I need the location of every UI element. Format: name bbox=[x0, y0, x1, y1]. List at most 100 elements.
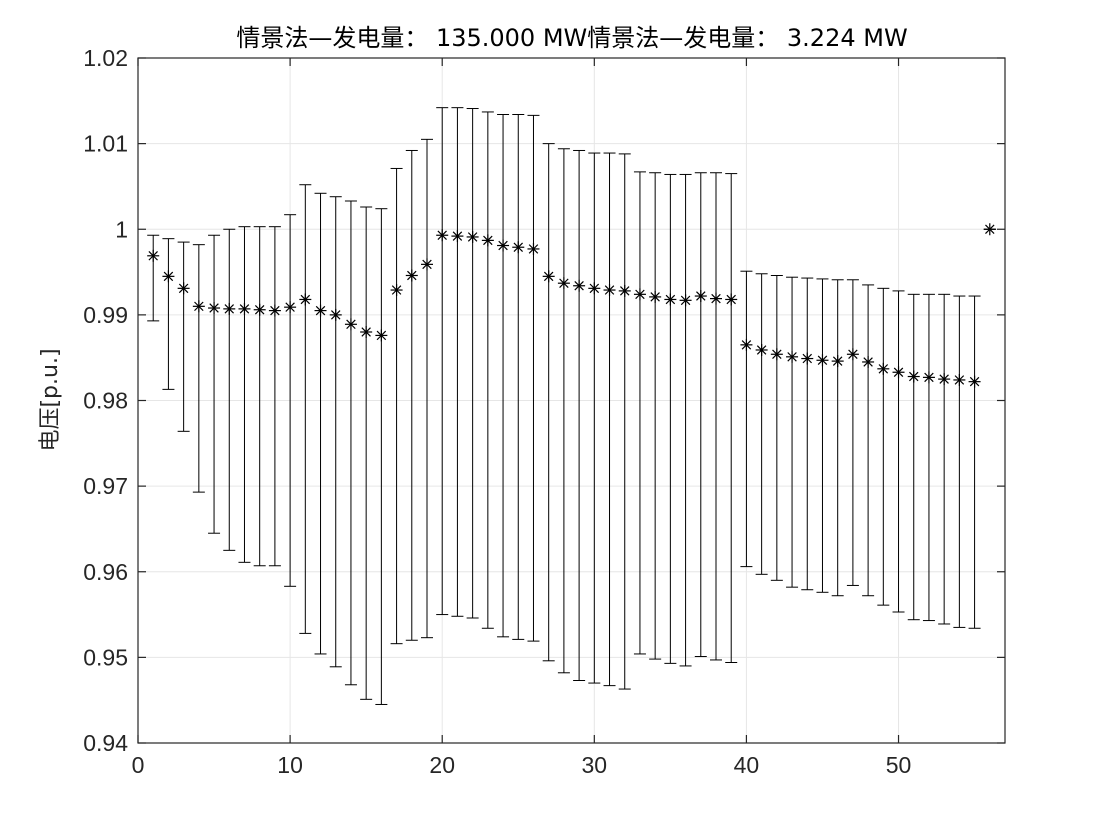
data-point bbox=[268, 304, 281, 317]
marker-stroke bbox=[148, 251, 158, 261]
data-point bbox=[877, 362, 890, 375]
y-tick-label: 0.94 bbox=[83, 730, 128, 756]
data-point bbox=[451, 230, 464, 243]
data-point bbox=[633, 288, 646, 301]
x-tick-label: 30 bbox=[582, 752, 608, 778]
error-bar bbox=[907, 293, 920, 621]
marker-stroke bbox=[528, 244, 539, 254]
error-bar bbox=[862, 284, 875, 597]
data-point bbox=[725, 293, 738, 306]
marker-stroke bbox=[391, 285, 402, 295]
data-point bbox=[968, 375, 981, 388]
data-point bbox=[679, 294, 692, 307]
marker-stroke bbox=[848, 349, 858, 360]
error-bar bbox=[436, 107, 449, 616]
error-bar bbox=[238, 226, 251, 563]
marker-stroke bbox=[619, 286, 630, 296]
error-bar bbox=[208, 234, 221, 534]
marker-stroke bbox=[924, 372, 934, 383]
marker-stroke bbox=[696, 291, 706, 301]
marker-stroke bbox=[665, 294, 676, 305]
marker-stroke bbox=[772, 349, 782, 360]
marker-stroke bbox=[985, 224, 995, 234]
data-point bbox=[299, 293, 312, 306]
error-bar bbox=[329, 196, 342, 668]
data-point bbox=[360, 326, 373, 338]
data-point bbox=[786, 350, 799, 363]
error-bar bbox=[968, 295, 981, 629]
data-point bbox=[938, 373, 951, 386]
x-tick-label: 10 bbox=[277, 752, 303, 778]
marker-stroke bbox=[346, 319, 356, 330]
data-point bbox=[710, 292, 722, 305]
data-point bbox=[481, 234, 494, 247]
data-point bbox=[497, 239, 510, 252]
marker-stroke bbox=[604, 285, 615, 295]
marker-stroke bbox=[224, 304, 235, 314]
error-bar bbox=[481, 111, 494, 629]
marker-stroke bbox=[422, 259, 432, 270]
x-axis: 0 10 20 30 40 50 bbox=[132, 58, 912, 778]
error-bar bbox=[405, 149, 418, 641]
marker-stroke bbox=[954, 375, 965, 385]
error-bar bbox=[421, 138, 433, 639]
data-point bbox=[405, 269, 418, 282]
marker-stroke bbox=[817, 355, 828, 366]
data-point bbox=[512, 241, 525, 254]
data-point bbox=[223, 302, 236, 315]
error-bar bbox=[877, 287, 890, 606]
error-bar bbox=[846, 279, 859, 586]
marker-stroke bbox=[209, 303, 219, 313]
error-bar bbox=[649, 172, 662, 660]
error-bar bbox=[557, 148, 570, 674]
marker-stroke bbox=[330, 310, 341, 320]
error-bar bbox=[466, 108, 479, 619]
error-bar bbox=[299, 184, 312, 634]
error-bar bbox=[831, 279, 844, 597]
data-point bbox=[557, 277, 570, 290]
error-bar bbox=[512, 114, 525, 640]
error-bar bbox=[268, 226, 281, 567]
marker-stroke bbox=[194, 301, 204, 312]
data-point bbox=[588, 282, 601, 295]
marker-stroke bbox=[635, 289, 645, 300]
error-bar bbox=[755, 273, 768, 575]
x-tick-label: 0 bbox=[132, 752, 145, 778]
y-tick-label: 0.98 bbox=[83, 388, 128, 414]
data-point bbox=[649, 290, 662, 303]
error-bar bbox=[633, 171, 646, 655]
data-point bbox=[603, 284, 616, 297]
x-tick-label: 50 bbox=[886, 752, 912, 778]
data-point bbox=[466, 230, 479, 243]
marker-stroke bbox=[832, 356, 843, 366]
error-bar bbox=[953, 295, 966, 628]
data-point bbox=[314, 304, 327, 317]
data-point bbox=[421, 258, 433, 271]
x-tick-label: 20 bbox=[429, 752, 455, 778]
marker-stroke bbox=[467, 232, 478, 242]
data-point bbox=[375, 329, 388, 342]
data-point bbox=[892, 366, 905, 379]
error-bar bbox=[740, 270, 753, 568]
marker-stroke bbox=[574, 281, 584, 291]
data-point bbox=[907, 370, 920, 383]
data-point bbox=[344, 318, 357, 331]
data-point bbox=[162, 270, 175, 283]
data-point bbox=[816, 354, 829, 367]
error-bar bbox=[360, 206, 373, 700]
error-bar bbox=[770, 274, 783, 581]
data-point bbox=[862, 355, 875, 368]
error-bar bbox=[344, 200, 357, 686]
data-point bbox=[436, 229, 449, 242]
data-point bbox=[831, 355, 844, 368]
error-bar bbox=[694, 172, 707, 658]
marker-stroke bbox=[893, 367, 904, 377]
marker-stroke bbox=[452, 231, 463, 241]
marker-stroke bbox=[863, 357, 873, 367]
marker-stroke bbox=[407, 270, 417, 281]
error-bar bbox=[162, 238, 175, 390]
error-bar bbox=[284, 214, 297, 587]
marker-stroke bbox=[589, 283, 600, 294]
error-bar bbox=[253, 226, 266, 567]
